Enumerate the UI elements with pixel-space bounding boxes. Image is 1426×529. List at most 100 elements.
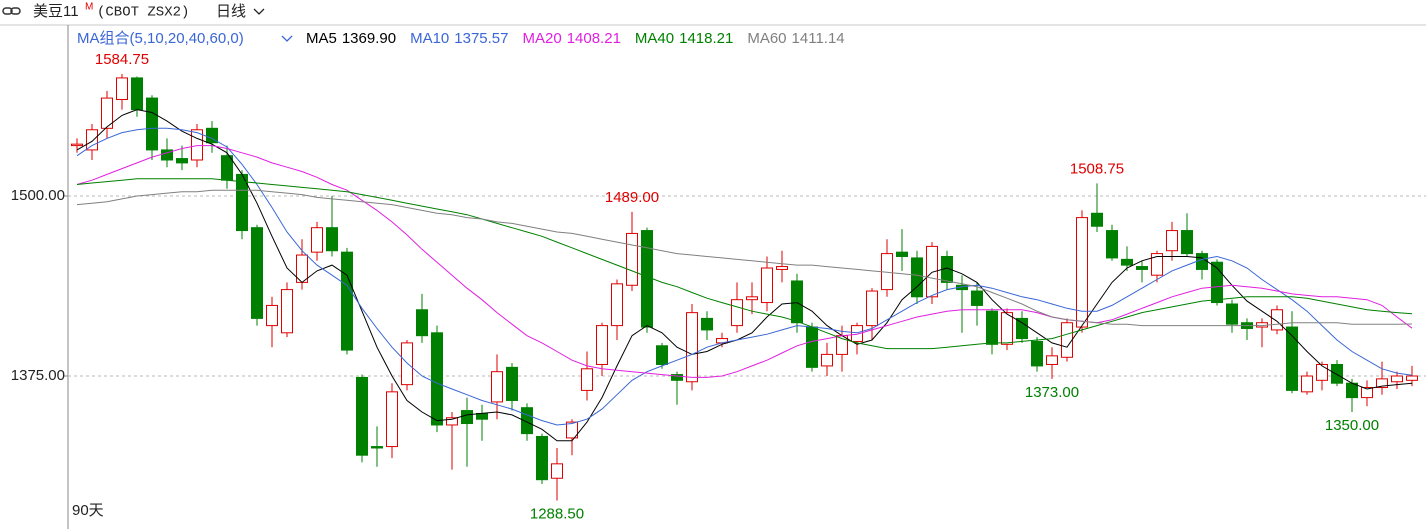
period[interactable]: 日线 [216,3,246,20]
candle-body [866,290,878,327]
candle-body [1106,230,1118,259]
candle-body [1211,261,1223,304]
candles [71,73,1418,501]
candle-body [341,251,353,351]
candle-body [986,310,998,345]
candle-body [1181,230,1193,255]
candle-body [1331,363,1343,384]
candle-body [566,421,578,439]
candle-body [1076,217,1088,328]
candle-body [1001,312,1013,345]
candle-body [626,232,638,286]
candle-body [491,371,503,403]
link-icon[interactable] [2,7,21,15]
candle-body [311,227,323,253]
candle-body [86,129,98,151]
chevron[interactable] [281,35,293,42]
candle-body [581,368,593,391]
candle-body [386,391,398,448]
candle-body [506,366,518,401]
candle-body [1196,253,1208,270]
candle-body [791,280,803,324]
extreme-label: 1508.75 [1070,160,1124,177]
ma-line [76,109,1413,442]
candle-body [1271,309,1283,331]
candle-body [656,345,668,365]
candle-body [1151,253,1163,276]
candle-body [431,332,443,426]
symbol[interactable]: 美豆11 [33,3,79,20]
candle-body [1061,322,1073,358]
candle-body [671,374,683,381]
candle-body [326,227,338,252]
candle-body [1301,375,1313,393]
candle-body [641,230,653,328]
legend-value: 1369.90 [342,30,396,47]
candle-body [146,97,158,151]
chevron[interactable] [253,8,265,15]
candle-body [356,376,368,456]
candle-body [536,435,548,481]
candle-body [221,155,233,181]
candle-body [1166,230,1178,252]
candle-body [611,283,623,327]
ma-line [76,145,1413,378]
candle-body [1046,355,1058,365]
candle-body [806,326,818,368]
candle-body [1376,378,1388,389]
ma-line [76,178,1413,350]
y-tick-label: 1375.00 [11,367,65,384]
candle-body [1091,212,1103,227]
candle-body [1391,375,1403,383]
candle-body [1346,382,1358,399]
extreme-label: 1288.50 [530,506,584,523]
candle-body [701,317,713,331]
candle-body [686,312,698,383]
candle-body [596,325,608,365]
candle-body [926,245,938,298]
candle-body [251,227,263,319]
candle-body [116,77,128,101]
candle-body [1121,258,1133,266]
candle-body [821,353,833,367]
candle-body [371,446,383,449]
candle-body [551,463,563,479]
code: (CBOT ZSX2) [97,5,189,21]
candle-body [761,267,773,304]
candle-body [521,407,533,435]
y-tick-label: 1500.00 [11,187,65,204]
candle-body [281,289,293,334]
candle-body [1136,266,1148,270]
candle-body [851,325,863,342]
candle-body [1016,317,1028,340]
extreme-label: 1584.75 [95,51,149,68]
candle-body [1286,326,1298,391]
ma-group[interactable]: MA组合(5,10,20,40,60,0) [77,30,244,47]
candle-body [911,257,923,298]
legend-value: 1375.57 [454,30,508,47]
candle-body [476,412,488,420]
legend-value: 1418.21 [679,30,733,47]
candle-body [71,143,83,147]
candle-body [131,77,143,111]
candle-body [461,410,473,425]
candle-body [731,299,743,327]
candle-body [401,342,413,386]
legend-name: MA20 [523,30,562,47]
candle-body [191,129,203,161]
candle-body [1316,363,1328,381]
candle-body [1406,375,1418,381]
candle-body [176,158,188,164]
candle-body [161,149,173,161]
legend-name: MA60 [747,30,786,47]
candle-body [746,296,758,301]
candle-body [1226,303,1238,325]
candle-body [896,251,908,257]
span-label: 90天 [72,502,104,519]
legend-value: 1411.14 [792,30,845,47]
candle-body [416,309,428,337]
candle-body [101,97,113,129]
legend-name: MA5 [306,30,337,47]
extreme-label: 1373.00 [1025,384,1079,401]
